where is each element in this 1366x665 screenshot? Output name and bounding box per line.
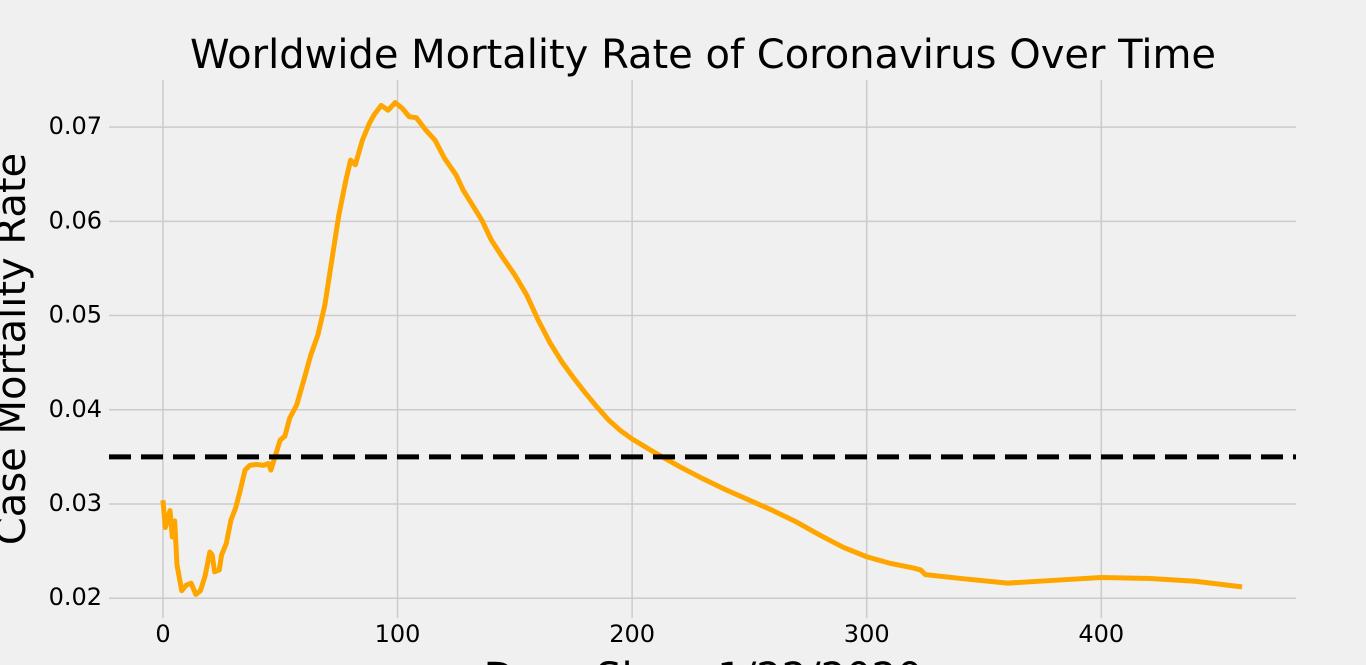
x-tick-label: 0 xyxy=(155,620,170,648)
y-tick-label: 0.05 xyxy=(49,301,102,329)
x-tick-label: 200 xyxy=(609,620,655,648)
x-tick-label: 400 xyxy=(1078,620,1124,648)
x-tick-label: 300 xyxy=(844,620,890,648)
x-tick-label: 100 xyxy=(375,620,421,648)
y-tick-label: 0.04 xyxy=(49,395,102,423)
y-tick-label: 0.02 xyxy=(49,583,102,611)
data-line xyxy=(160,100,1243,597)
y-tick-label: 0.03 xyxy=(49,489,102,517)
x-axis-label: Days Since 1/22/2020 xyxy=(484,655,923,665)
y-tick-label: 0.06 xyxy=(49,206,102,234)
y-tick-label: 0.07 xyxy=(49,112,102,140)
y-axis-label: Case Mortality Rate xyxy=(0,153,35,545)
chart-title: Worldwide Mortality Rate of Coronavirus … xyxy=(190,32,1216,78)
